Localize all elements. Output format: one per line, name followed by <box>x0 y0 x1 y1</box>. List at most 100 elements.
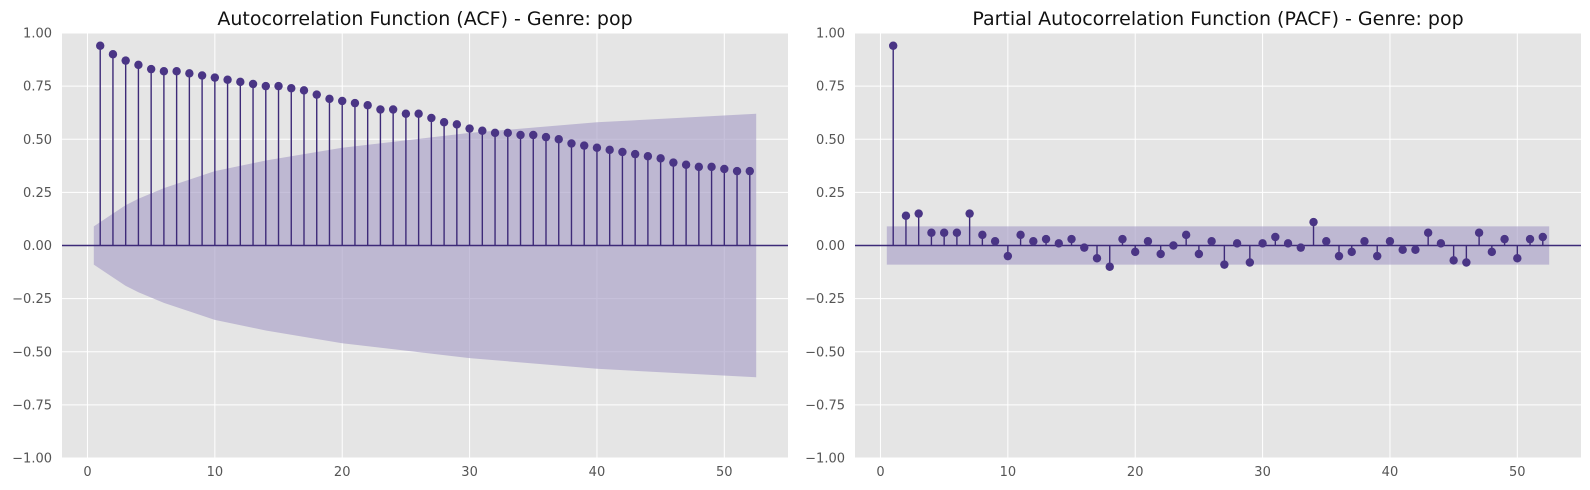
pacf-marker <box>1118 234 1127 244</box>
acf-x-tick-label: 30 <box>461 465 478 480</box>
acf-marker <box>465 124 474 133</box>
pacf-x-tick-label: 10 <box>1000 465 1017 480</box>
acf-y-tick-label: 0.25 <box>23 186 52 201</box>
acf-x-tick-label: 0 <box>83 465 91 480</box>
acf-marker <box>223 75 232 84</box>
pacf-y-tick-label: −1.00 <box>805 452 845 467</box>
pacf-marker <box>1067 234 1076 244</box>
pacf-y-tick-label: 0.00 <box>816 239 845 254</box>
acf-marker <box>745 166 754 176</box>
acf-marker <box>478 126 487 135</box>
acf-marker <box>146 64 156 74</box>
pacf-marker <box>1436 239 1446 248</box>
acf-marker <box>248 79 258 89</box>
acf-marker <box>96 41 105 50</box>
acf-marker <box>618 147 627 157</box>
acf-x-tick-label: 40 <box>589 465 606 480</box>
pacf-marker <box>889 41 898 50</box>
pacf-marker <box>1360 237 1369 246</box>
acf-marker <box>197 71 207 80</box>
pacf-marker <box>927 228 936 237</box>
acf-marker <box>541 132 551 142</box>
acf-y-tick-label: −0.25 <box>12 292 52 307</box>
pacf-marker <box>914 209 923 218</box>
acf-marker <box>414 109 423 118</box>
pacf-marker <box>1245 258 1255 267</box>
pacf-marker <box>1041 234 1051 244</box>
acf-marker <box>350 98 360 108</box>
pacf-marker <box>1220 260 1229 269</box>
pacf-marker <box>1029 237 1038 246</box>
pacf-marker <box>1207 237 1216 246</box>
pacf-marker <box>1538 232 1547 242</box>
pacf-marker <box>1194 249 1204 259</box>
pacf-marker <box>1322 237 1331 246</box>
acf-markers <box>96 41 754 176</box>
acf-marker <box>439 118 449 127</box>
acf-panel: 0 10 20 30 40 50 −1.00 −0.75 −0.50 −0.25 0.00 0.25… <box>12 8 788 480</box>
pacf-marker <box>1105 262 1114 271</box>
pacf-y-tick-label: 0.75 <box>816 80 845 95</box>
acf-marker <box>643 152 653 161</box>
acf-y-tick-label: −0.50 <box>12 345 52 360</box>
pacf-marker <box>1296 243 1305 252</box>
acf-marker <box>554 135 563 144</box>
acf-marker <box>452 120 462 129</box>
pacf-y-tick-labels: −1.00 −0.75 −0.50 −0.25 0.00 0.25 0.50 0.75 1.00 <box>805 27 845 467</box>
pacf-marker <box>1181 230 1191 240</box>
acf-chart-title: Autocorrelation Function (ACF) - Genre: … <box>217 8 632 30</box>
pacf-x-tick-label: 30 <box>1254 465 1271 480</box>
acf-marker <box>338 96 347 106</box>
acf-marker <box>681 160 691 169</box>
pacf-marker <box>1385 237 1395 246</box>
acf-y-tick-label: −0.75 <box>12 398 52 413</box>
pacf-marker <box>1513 254 1522 263</box>
pacf-marker <box>990 237 1000 246</box>
acf-marker <box>707 162 716 172</box>
pacf-marker <box>1283 239 1293 248</box>
acf-marker <box>516 130 525 140</box>
pacf-marker <box>939 228 949 237</box>
acf-marker <box>299 86 309 95</box>
pacf-marker <box>1156 249 1165 259</box>
pacf-y-tick-label: 0.25 <box>816 186 845 201</box>
acf-x-tick-label: 50 <box>716 465 733 480</box>
acf-y-tick-label: 0.00 <box>23 239 52 254</box>
acf-y-tick-label: 0.50 <box>23 133 52 148</box>
pacf-y-tick-label: −0.50 <box>805 345 845 360</box>
acf-marker <box>312 90 321 99</box>
pacf-marker <box>1487 247 1497 257</box>
acf-marker <box>185 69 194 78</box>
pacf-chart-title: Partial Autocorrelation Function (PACF) … <box>972 8 1463 30</box>
acf-marker <box>732 166 742 176</box>
acf-marker <box>261 81 270 91</box>
pacf-marker <box>1232 239 1242 248</box>
pacf-marker <box>1347 247 1356 257</box>
acf-marker <box>172 67 181 76</box>
acf-marker <box>159 67 169 76</box>
pacf-marker <box>1271 232 1280 242</box>
acf-marker <box>529 130 538 140</box>
pacf-marker <box>1423 228 1433 237</box>
acf-marker <box>592 143 602 152</box>
acf-y-tick-label: 0.75 <box>23 80 52 95</box>
acf-y-tick-label: −1.00 <box>12 452 52 467</box>
pacf-x-tick-labels: 0 10 20 30 40 50 <box>876 465 1525 480</box>
pacf-marker <box>1462 258 1471 267</box>
pacf-marker <box>1143 237 1153 246</box>
acf-marker <box>376 105 385 114</box>
acf-marker <box>720 164 729 174</box>
acf-marker <box>236 77 245 87</box>
acf-marker <box>605 145 614 155</box>
pacf-marker <box>1092 254 1102 263</box>
acf-x-tick-label: 10 <box>207 465 224 480</box>
acf-marker <box>274 81 283 91</box>
acf-marker <box>388 105 398 114</box>
acf-marker <box>287 84 296 93</box>
pacf-marker <box>1334 251 1344 261</box>
pacf-marker <box>1449 256 1458 265</box>
pacf-marker <box>1411 245 1420 254</box>
pacf-marker <box>1054 239 1063 248</box>
pacf-y-tick-label: 0.50 <box>816 133 845 148</box>
